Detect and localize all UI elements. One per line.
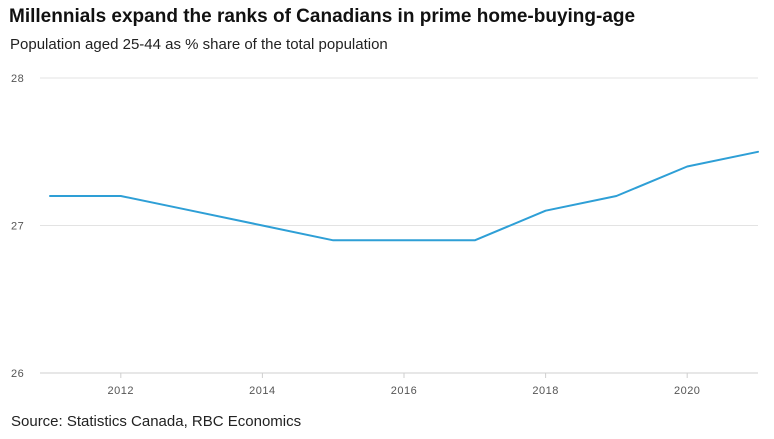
y-tick-label: 28 (11, 73, 24, 85)
x-tick-label: 2018 (532, 385, 558, 397)
chart-subtitle: Population aged 25-44 as % share of the … (10, 36, 388, 53)
x-tick-label: 2014 (249, 385, 275, 397)
axis-layer: 26 27 28 2012 2014 2016 2018 2020 (11, 73, 700, 397)
y-tick-label: 27 (11, 221, 24, 233)
series-line (49, 150, 759, 242)
x-tick-label: 2012 (108, 385, 134, 397)
y-tick-label: 26 (11, 368, 24, 380)
x-tick-label: 2016 (391, 385, 417, 397)
series-layer (49, 150, 759, 242)
grid-layer (40, 77, 758, 374)
line-chart: 26 27 28 2012 2014 2016 2018 2020 (11, 73, 759, 397)
chart-source: Source: Statistics Canada, RBC Economics (11, 413, 302, 430)
chart-title: Millennials expand the ranks of Canadian… (9, 6, 636, 27)
x-tick-label: 2020 (674, 385, 700, 397)
